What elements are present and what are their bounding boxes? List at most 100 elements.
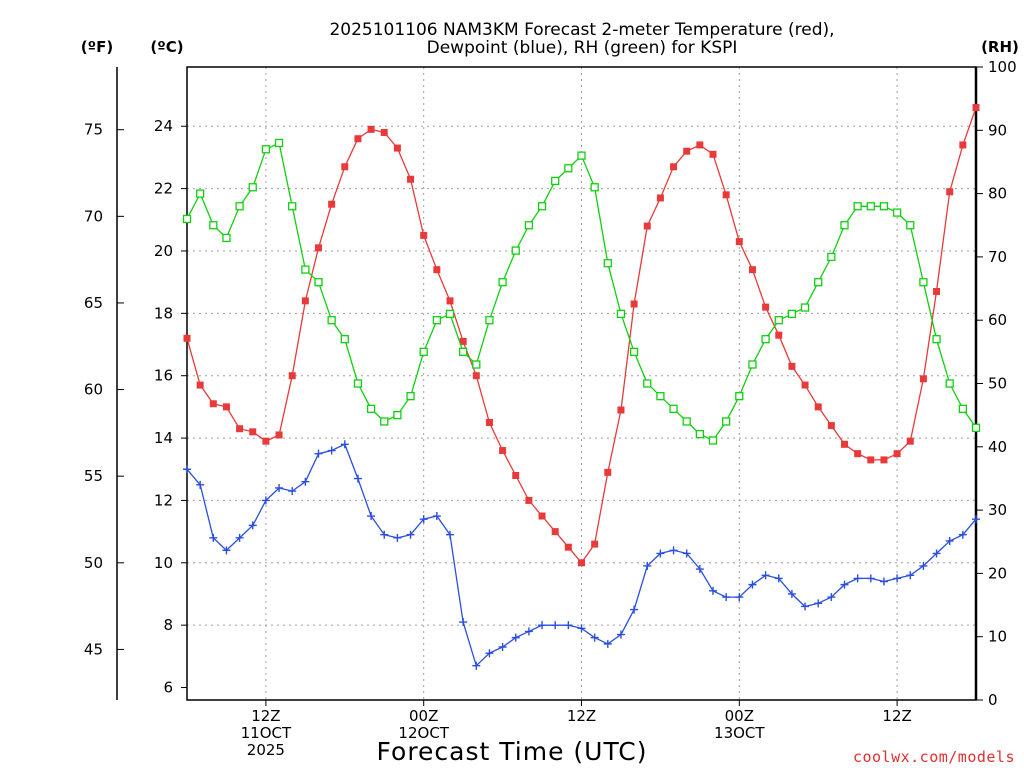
dewpoint-point: [327, 446, 336, 455]
rh-point: [892, 208, 902, 217]
rh-point: [537, 202, 547, 211]
dewpoint-point: [801, 602, 810, 611]
temperature-point: [275, 431, 283, 439]
x-tick-label: 12Z: [882, 707, 911, 725]
dewpoint-point: [485, 649, 494, 658]
temperature-point: [656, 194, 664, 202]
dewpoint-point: [630, 605, 639, 614]
dewpoint-point: [958, 530, 967, 539]
temperature-point: [841, 440, 848, 448]
fahrenheit-unit-label: (ºF): [81, 38, 113, 56]
chart-title-line-1: 2025101106 NAM3KM Forecast 2-meter Tempe…: [329, 20, 834, 40]
rh-point: [288, 202, 297, 211]
dewpoint-point: [827, 593, 836, 602]
fahrenheit-tick-label: 50: [84, 554, 103, 572]
dewpoint-point: [432, 512, 441, 521]
rh-point: [879, 202, 889, 211]
dewpoint-point: [577, 624, 586, 633]
temperature-point: [538, 512, 546, 520]
temperature-point: [630, 300, 638, 308]
temperature-point: [814, 403, 822, 411]
temperature-point: [801, 381, 809, 389]
temperature-point: [604, 468, 612, 476]
rh-point: [827, 252, 836, 262]
rh-point: [735, 392, 744, 401]
dewpoint-point: [735, 593, 744, 602]
rh-tick-label: 100: [988, 58, 1017, 76]
temperature-point: [222, 403, 230, 411]
dewpoint-point: [419, 515, 428, 524]
fahrenheit-tick-label: 70: [84, 207, 103, 225]
dewpoint-point: [498, 642, 507, 651]
rh-point: [906, 221, 915, 230]
temperature-point: [564, 543, 572, 551]
temperature-point: [880, 456, 888, 464]
dewpoint-point: [774, 574, 783, 583]
temperature-point: [722, 191, 730, 199]
dewpoint-point: [511, 633, 520, 642]
rh-point: [182, 214, 192, 224]
rh-point: [932, 335, 941, 344]
rh-point: [327, 316, 336, 325]
rh-point: [564, 164, 573, 173]
fahrenheit-tick-label: 65: [84, 294, 103, 312]
rh-point: [353, 379, 363, 388]
dewpoint-point: [866, 574, 875, 583]
dewpoint-point: [932, 549, 941, 558]
temperature-point: [472, 372, 480, 380]
temperature-point: [578, 559, 585, 567]
temperature-point: [683, 147, 691, 155]
dewpoint-point: [538, 621, 547, 630]
rh-tick-label: 60: [988, 311, 1007, 329]
rh-point: [393, 410, 402, 420]
temperature-point: [762, 303, 770, 311]
dewpoint-point: [643, 561, 652, 570]
rh-point: [761, 335, 770, 344]
dewpoint-point: [524, 627, 533, 636]
x-axis-title: Forecast Time (UTC): [377, 737, 648, 766]
series-dewpoint: [183, 440, 980, 670]
temperature-point: [183, 334, 191, 342]
rh-point: [919, 278, 928, 287]
rh-point: [511, 246, 520, 255]
x-tick-label: 12OCT: [398, 724, 449, 742]
rh-point: [485, 316, 494, 325]
celsius-unit-label: (ºC): [150, 38, 183, 56]
dewpoint-point: [446, 530, 454, 539]
rh-point: [787, 309, 797, 319]
temperature-point: [288, 372, 296, 380]
rh-point: [235, 202, 244, 211]
temperature-point: [209, 400, 217, 408]
celsius-tick-label: 20: [154, 242, 173, 260]
x-tick-label: 12Z: [251, 707, 280, 725]
dewpoint-point: [340, 440, 349, 449]
dewpoint-point: [472, 661, 481, 670]
temperature-point: [959, 141, 967, 149]
fahrenheit-tick-label: 55: [84, 467, 103, 485]
rh-point: [840, 221, 849, 230]
temperature-point: [315, 244, 322, 252]
rh-point: [669, 404, 678, 413]
x-tick-label: 11OCT: [241, 724, 292, 742]
temperature-point: [262, 437, 270, 445]
rh-point: [748, 360, 757, 369]
temperature-point: [670, 163, 678, 171]
series-rh: [182, 138, 981, 445]
temperature-point: [459, 337, 467, 345]
rh-point: [629, 347, 639, 357]
rh-tick-label: 70: [988, 248, 1007, 266]
dewpoint-point: [722, 593, 731, 602]
temperature-point: [407, 175, 415, 183]
rh-point: [814, 278, 823, 287]
dewpoint-point: [367, 512, 376, 521]
temperature-point: [735, 238, 743, 246]
temperature-point: [446, 297, 454, 305]
rh-point: [445, 309, 455, 319]
temperature-point: [972, 104, 980, 112]
rh-point: [643, 379, 652, 388]
rh-point: [406, 392, 415, 401]
rh-point: [708, 436, 718, 445]
rh-point: [695, 429, 704, 439]
dewpoint-point: [222, 546, 231, 555]
dewpoint-point: [893, 574, 902, 583]
